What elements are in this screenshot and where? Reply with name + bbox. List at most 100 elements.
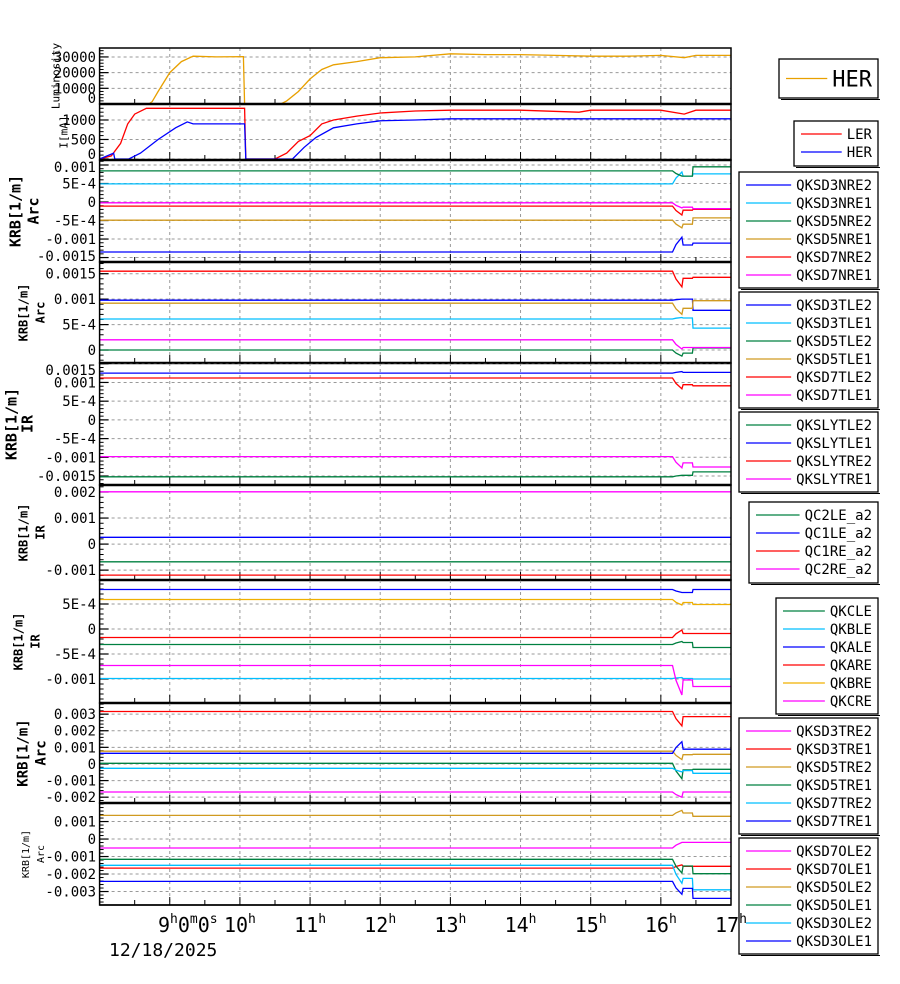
series-line-QKSD3NRE1 (99, 170, 731, 185)
y-axis-label: IR (19, 414, 37, 433)
series-line-QKSD7TRE2 (99, 767, 731, 774)
series-line-QKSD5TRE2 (99, 750, 731, 761)
y-tick-label: 0 (88, 343, 96, 359)
y-tick-label: 20000 (54, 66, 96, 82)
legend-box (738, 837, 879, 955)
legend-label: QKSD3TLE1 (796, 316, 872, 332)
series-line-QKSD3TRE1 (99, 710, 731, 728)
y-axis-label: KRB[1/m] (16, 504, 30, 562)
y-tick-label: 0.001 (54, 740, 96, 756)
y-tick-label: 500 (71, 132, 96, 148)
series-line-QKSLYTLE1 (99, 370, 731, 374)
legend-8: QKSD3TRE2 QKSD3TRE1 QKSD5TRE2 QKSD5TRE1 QKSD… (738, 717, 880, 836)
y-axis-label: KRB[1/m] (11, 613, 25, 671)
y-tick-label: 30000 (54, 50, 96, 66)
series-line-QKSD3NRE2 (99, 235, 731, 253)
legend-label: QKSD5NRE1 (796, 232, 872, 248)
y-tick-label: 0.002 (54, 724, 96, 740)
y-tick-label: -0.001 (45, 850, 96, 866)
y-axis-label: Arc (33, 302, 47, 324)
legend-label: QKSD7OLE1 (796, 862, 872, 878)
legend-box (738, 171, 879, 289)
series-line-QKARE (99, 629, 731, 639)
legend-label: QKSD5OLE1 (796, 898, 872, 914)
legend-label: QKSLYTRE2 (796, 454, 872, 470)
panel-7: 5E-4 0 -5E-4 -0.001 KRB[1/m] IR (11, 579, 732, 705)
legend-label: QKSD7OLE2 (796, 844, 872, 860)
series-line-QKBRE (99, 598, 731, 606)
legend-label: QKSD5TLE1 (796, 352, 872, 368)
y-tick-label: -0.002 (45, 790, 96, 806)
y-tick-label: -0.0015 (37, 469, 96, 485)
x-tick-label: 11h​ (294, 912, 326, 937)
series-line-QKSD5OLE1 (99, 858, 731, 875)
y-tick-label: 10000 (54, 81, 96, 97)
legend-label: HER (847, 145, 873, 161)
legend-label: QKSD3TRE2 (796, 724, 872, 740)
series-line-QKSD3TLE1 (99, 316, 731, 329)
y-tick-label: -0.0015 (37, 249, 96, 265)
legend-label: LER (847, 127, 873, 143)
y-tick-label: 0.001 (54, 511, 96, 527)
y-tick-label: 0 (88, 195, 96, 211)
y-tick-label: 0.001 (54, 375, 96, 391)
legend-box (775, 597, 879, 715)
series-line-QKSLYTRE2 (99, 377, 731, 390)
series-line-QKSD3TRE2 (99, 791, 731, 799)
y-tick-label: 0.0015 (45, 267, 96, 283)
panel-6: 0.002 0.001 0 -0.001 KRB[1/m] IR (16, 484, 732, 582)
y-tick-label: 5E-4 (62, 177, 96, 193)
legend-box (738, 717, 879, 835)
y-tick-label: -5E-4 (54, 214, 96, 230)
series-line-QKSD7TLE2 (99, 270, 731, 289)
series-line-HER (99, 53, 731, 105)
series-line-QKSD7NRE2 (99, 205, 731, 217)
panel-frame (98, 484, 732, 581)
series-line-QKCLE (99, 640, 731, 649)
series-line-QKCRE (99, 664, 731, 696)
panel-frame (98, 103, 732, 161)
legend-label: QC2LE_a2 (805, 508, 872, 524)
legend-label: QKSD5OLE2 (796, 880, 872, 896)
y-tick-label: 0 (88, 147, 96, 163)
legend-label: QKSLYTRE1 (796, 472, 872, 488)
y-tick-label: -0.001 (45, 232, 96, 248)
series-line-QKSD5TLE1 (99, 300, 731, 316)
series-line-QKSD7TRE1 (99, 740, 731, 754)
legend-label: QKALE (830, 640, 872, 656)
legend-label: QKSD5TLE2 (796, 334, 872, 350)
x-axis-date-label: 12/18/2025 (109, 940, 217, 961)
legend-1: HER (778, 58, 880, 100)
series-line-QKSD3OLE2 (99, 864, 731, 891)
series-line-QKSD7TLE1 (99, 339, 731, 350)
y-axis-label: I[mA] (57, 115, 70, 148)
series-line-QKSD7NRE1 (99, 202, 731, 210)
legend-label: QC1RE_a2 (805, 544, 872, 560)
y-tick-label: 5E-4 (62, 597, 96, 613)
y-tick-label: -0.003 (45, 885, 96, 901)
legend-label: QKCRE (830, 694, 872, 710)
legend-3: QKSD3NRE2 QKSD3NRE1 QKSD5NRE2 QKSD5NRE1 QKSD… (738, 171, 880, 290)
legend-2: LER HER (793, 120, 880, 168)
y-tick-label: 0 (88, 91, 96, 107)
legend-label: QKSD7TRE1 (796, 814, 872, 830)
legend-6: QC2LE_a2 QC1LE_a2 QC1RE_a2 QC2RE_a2 (748, 501, 880, 585)
x-tick-label: 17h​ (715, 912, 747, 937)
y-tick-label: 0 (88, 757, 96, 773)
legend-box (793, 120, 879, 167)
series-line-QKSLYTRE1 (99, 455, 731, 470)
series-line-HER (99, 118, 731, 160)
y-tick-label: 0 (88, 413, 96, 429)
legend-label: QKARE (830, 658, 872, 674)
panel-frame (98, 261, 732, 364)
legend-label: QKSLYTLE1 (796, 436, 872, 452)
series-line-QKSD5NRE1 (99, 217, 731, 229)
legend-label: QKSD7TLE1 (796, 388, 872, 404)
y-tick-label: 1000 (62, 113, 96, 129)
y-tick-label: 0 (88, 622, 96, 638)
y-tick-label: 0.002 (54, 485, 96, 501)
